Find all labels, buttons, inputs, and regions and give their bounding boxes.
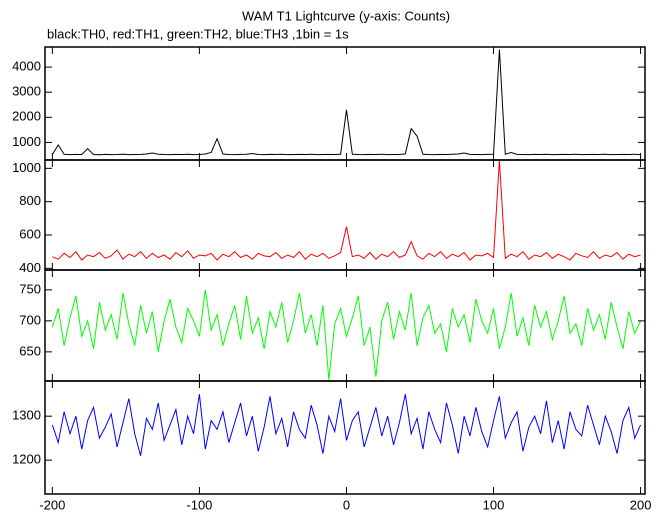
y-tick-label: 700 [19, 312, 41, 327]
panel-plot [51, 289, 642, 380]
chart-title: WAM T1 Lightcurve (y-axis: Counts) [242, 8, 450, 23]
panel-frame [44, 159, 646, 271]
chart-subtitle: black:TH0, red:TH1, green:TH2, blue:TH3 … [47, 26, 349, 41]
panel-plot [51, 49, 641, 156]
light-curve [52, 160, 641, 261]
x-tick-label: -100 [186, 497, 212, 512]
x-tick-label: 0 [343, 497, 350, 512]
panel-frame [44, 46, 646, 161]
y-tick-label: 2000 [12, 109, 41, 124]
y-tick-label: 600 [19, 226, 41, 241]
y-tick-label: 3000 [12, 84, 41, 99]
y-tick-label: 800 [19, 193, 41, 208]
light-curve [51, 289, 642, 380]
x-tick-label: 200 [630, 497, 652, 512]
panel-frame [44, 380, 646, 495]
panel-frame [44, 269, 646, 382]
light-curve [51, 394, 642, 456]
y-tick-label: 750 [19, 281, 41, 296]
panel-plot [51, 394, 642, 456]
x-tick-label: -200 [39, 497, 65, 512]
y-tick-label: 400 [19, 260, 41, 275]
y-tick-label: 1200 [12, 452, 41, 467]
y-tick-label: 1300 [12, 408, 41, 423]
y-tick-label: 1000 [12, 160, 41, 175]
y-tick-label: 1000 [12, 134, 41, 149]
x-tick-label: 100 [483, 497, 505, 512]
light-curve [51, 49, 641, 156]
y-tick-label: 4000 [12, 59, 41, 74]
y-tick-label: 650 [19, 343, 41, 358]
panel-plot [52, 160, 641, 261]
